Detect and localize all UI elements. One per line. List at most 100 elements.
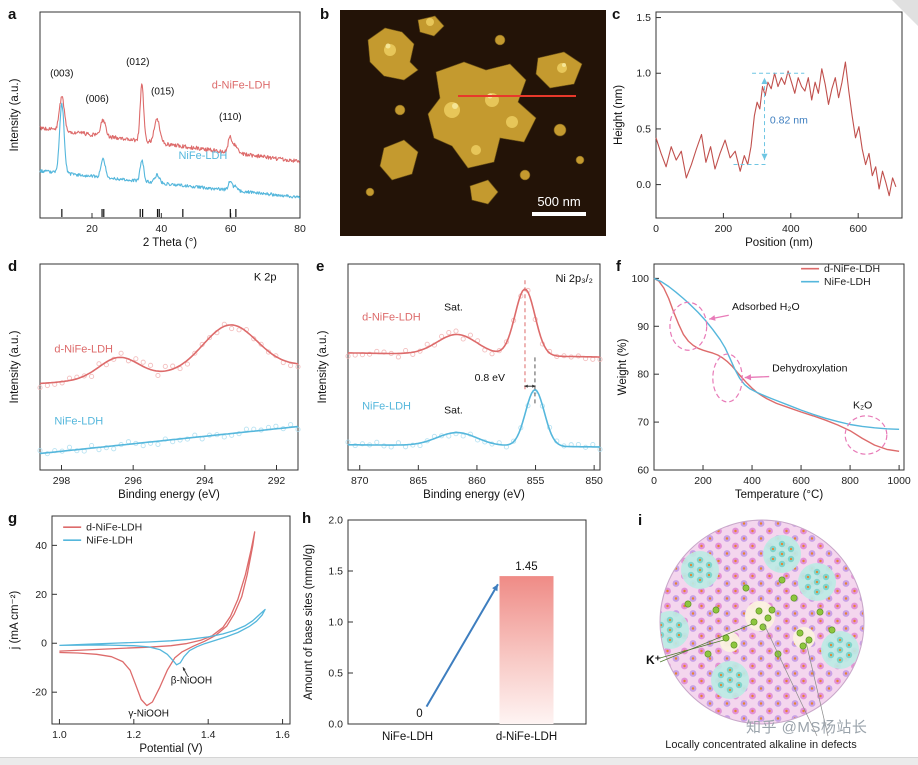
svg-text:d-NiFe-LDH: d-NiFe-LDH <box>496 731 557 743</box>
svg-text:0: 0 <box>651 475 657 487</box>
bottom-strip <box>0 757 918 765</box>
svg-text:-20: -20 <box>32 687 47 699</box>
svg-text:865: 865 <box>410 475 428 487</box>
panel-c-label: c <box>612 6 621 23</box>
svg-text:850: 850 <box>585 475 603 487</box>
panel-f-tga-chart: 0 200 400 600 800 1000 60 70 80 90 100 Temperature … <box>617 263 911 501</box>
svg-text:200: 200 <box>694 475 712 487</box>
panel-i-label: i <box>638 512 643 529</box>
svg-text:NiFe-LDH: NiFe-LDH <box>382 731 433 743</box>
svg-text:Binding energy (eV): Binding energy (eV) <box>423 489 525 501</box>
svg-text:400: 400 <box>743 475 761 487</box>
svg-text:40: 40 <box>35 540 47 552</box>
svg-text:Intensity (a.u.): Intensity (a.u.) <box>317 330 329 403</box>
defect-schematic: K⁺ Locally concentrated alkaline in defe… <box>646 519 865 751</box>
svg-text:Temperature (°C): Temperature (°C) <box>735 489 823 501</box>
panel-a-xrd-chart: 20 40 60 80 2 Theta (°) Intensity (a.u.) d-NiF… <box>9 11 306 249</box>
panel-a: a 20 40 60 80 2 Theta (°) Intensity (a.u.) d-N… <box>6 4 308 252</box>
panel-e-label: e <box>316 258 325 275</box>
svg-text:1.5: 1.5 <box>636 12 651 24</box>
k-ion-label: K⁺ <box>646 653 661 667</box>
svg-text:800: 800 <box>841 475 859 487</box>
panel-a-label: a <box>8 6 17 23</box>
svg-text:Height (nm): Height (nm) <box>613 85 625 145</box>
svg-text:Ni 2p₃/₂: Ni 2p₃/₂ <box>555 273 593 285</box>
svg-text:400: 400 <box>782 223 800 235</box>
panel-e: e 870 865 860 855 850 Binding energy (eV) Inte… <box>314 256 610 504</box>
svg-text:Sat.: Sat. <box>444 404 463 416</box>
svg-text:1.4: 1.4 <box>201 729 216 741</box>
svg-text:NiFe-LDH: NiFe-LDH <box>54 416 103 428</box>
svg-text:0: 0 <box>653 223 659 235</box>
svg-text:Position (nm): Position (nm) <box>745 237 813 249</box>
panel-h: h 0.0 0.5 1.0 1.5 2.0 Amount of base sites (m… <box>300 508 600 758</box>
svg-text:γ-NiOOH: γ-NiOOH <box>128 709 169 720</box>
svg-text:0.8 eV: 0.8 eV <box>475 372 505 384</box>
afm-highlights <box>384 18 567 155</box>
svg-text:60: 60 <box>225 223 237 235</box>
scale-bar-label: 500 nm <box>537 194 580 209</box>
svg-text:0.0: 0.0 <box>328 719 343 731</box>
svg-text:2 Theta (°): 2 Theta (°) <box>143 237 197 249</box>
panel-f: f 0 200 400 600 800 1000 60 70 80 90 100 Temperatur… <box>614 256 912 504</box>
svg-text:1.6: 1.6 <box>275 729 290 741</box>
svg-text:298: 298 <box>53 475 71 487</box>
svg-text:d-NiFe-LDH: d-NiFe-LDH <box>54 344 113 356</box>
svg-text:80: 80 <box>294 223 306 235</box>
panel-g-cv-chart: 1.0 1.2 1.4 1.6 -20 0 20 40 Potential (V) j (mA c… <box>9 515 291 755</box>
svg-text:Adsorbed H₂O: Adsorbed H₂O <box>732 301 800 313</box>
svg-text:70: 70 <box>637 417 649 429</box>
panel-h-base-sites-bar-chart: 0.0 0.5 1.0 1.5 2.0 Amount of base sites (mmo… <box>303 515 587 743</box>
svg-text:1.2: 1.2 <box>127 729 142 741</box>
svg-text:Weight (%): Weight (%) <box>617 339 629 396</box>
svg-text:Sat.: Sat. <box>444 301 463 313</box>
svg-text:860: 860 <box>468 475 486 487</box>
svg-text:855: 855 <box>527 475 545 487</box>
svg-text:(110): (110) <box>219 112 242 123</box>
svg-text:200: 200 <box>715 223 733 235</box>
svg-text:(012): (012) <box>126 57 149 68</box>
svg-text:60: 60 <box>637 465 649 477</box>
panel-h-label: h <box>302 510 312 527</box>
panel-g-label: g <box>8 510 18 527</box>
svg-text:(006): (006) <box>86 94 109 105</box>
panel-c: c 0 200 400 600 0.0 0.5 1.0 1.5 Position (nm) Hei… <box>610 4 912 252</box>
afm-image: 500 nm <box>340 10 606 236</box>
watermark: 知乎 @MS杨站长 <box>746 719 868 736</box>
svg-text:d-NiFe-LDH: d-NiFe-LDH <box>212 80 271 92</box>
panel-g: g 1.0 1.2 1.4 1.6 -20 0 20 40 Potential (V) j (mA… <box>6 508 300 758</box>
svg-text:(015): (015) <box>151 86 174 97</box>
svg-text:20: 20 <box>86 223 98 235</box>
svg-text:0.0: 0.0 <box>636 179 651 191</box>
panel-e-xps-ni2p-chart: 870 865 860 855 850 Binding energy (eV) Intens… <box>317 263 603 501</box>
svg-text:0: 0 <box>416 708 422 720</box>
afm-flakes <box>365 15 585 205</box>
schematic-shapes <box>659 519 865 737</box>
svg-text:600: 600 <box>849 223 867 235</box>
svg-text:Binding energy (eV): Binding energy (eV) <box>118 489 220 501</box>
svg-text:100: 100 <box>631 273 649 285</box>
svg-text:20: 20 <box>35 589 47 601</box>
panel-d: d 298 296 294 292 Binding energy (eV) Intensi… <box>6 256 308 504</box>
svg-text:Potential (V): Potential (V) <box>139 743 202 755</box>
svg-text:296: 296 <box>124 475 142 487</box>
corner-fold-icon <box>892 0 918 26</box>
svg-text:NiFe-LDH: NiFe-LDH <box>178 150 227 162</box>
svg-text:1.45: 1.45 <box>515 561 537 573</box>
panel-b-label: b <box>320 6 330 23</box>
panel-d-xps-k2p-chart: 298 296 294 292 Binding energy (eV) Intensity… <box>9 263 301 501</box>
svg-text:0.5: 0.5 <box>636 123 651 135</box>
svg-text:600: 600 <box>792 475 810 487</box>
svg-text:40: 40 <box>155 223 167 235</box>
svg-text:β-NiOOH: β-NiOOH <box>171 676 212 687</box>
panel-d-label: d <box>8 258 18 275</box>
scale-bar <box>532 212 586 216</box>
svg-text:292: 292 <box>268 475 286 487</box>
svg-text:Intensity (a.u.): Intensity (a.u.) <box>9 330 21 403</box>
svg-text:0.82 nm: 0.82 nm <box>770 114 808 126</box>
svg-text:d-NiFe-LDH: d-NiFe-LDH <box>824 263 880 275</box>
svg-text:Amount of base sites (mmol/g): Amount of base sites (mmol/g) <box>303 544 315 700</box>
svg-text:Intensity (a.u.): Intensity (a.u.) <box>9 78 21 151</box>
svg-text:2.0: 2.0 <box>328 515 343 527</box>
